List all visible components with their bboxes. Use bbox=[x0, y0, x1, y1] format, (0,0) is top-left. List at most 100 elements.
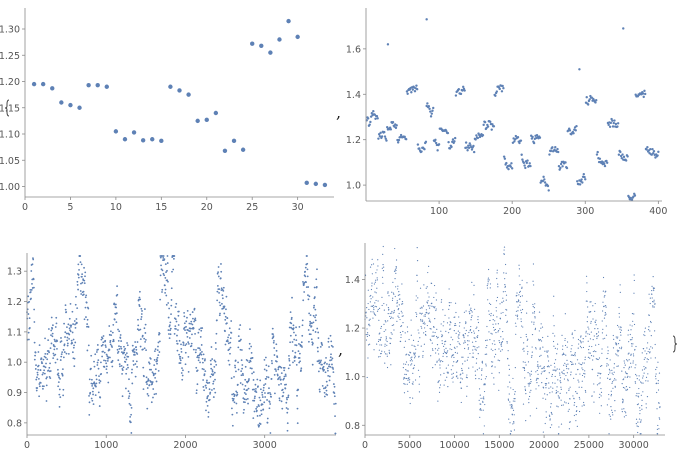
data-point bbox=[443, 349, 445, 351]
data-point bbox=[485, 365, 487, 367]
data-point bbox=[241, 367, 244, 370]
data-point bbox=[490, 128, 493, 131]
data-point bbox=[370, 288, 373, 291]
data-point bbox=[619, 150, 622, 154]
data-point bbox=[446, 371, 448, 373]
data-point bbox=[583, 372, 585, 375]
data-point bbox=[367, 302, 369, 305]
data-point bbox=[198, 347, 201, 350]
data-point bbox=[244, 378, 247, 381]
data-point bbox=[126, 364, 129, 366]
data-point bbox=[28, 300, 31, 303]
data-point bbox=[308, 340, 310, 343]
data-point bbox=[269, 403, 272, 405]
data-point bbox=[617, 336, 619, 338]
data-point bbox=[171, 270, 173, 273]
data-point bbox=[625, 359, 628, 361]
data-point bbox=[143, 337, 146, 340]
data-point bbox=[573, 401, 576, 404]
data-point bbox=[454, 351, 456, 354]
data-point bbox=[377, 340, 380, 343]
data-point bbox=[259, 43, 264, 48]
data-point bbox=[276, 356, 279, 358]
data-point bbox=[396, 320, 398, 322]
data-point bbox=[645, 403, 647, 405]
data-point bbox=[412, 397, 414, 399]
data-point bbox=[588, 352, 590, 354]
data-point bbox=[640, 419, 642, 421]
data-point bbox=[228, 334, 230, 336]
data-point bbox=[645, 376, 648, 378]
data-point bbox=[55, 322, 58, 325]
data-point bbox=[496, 296, 499, 299]
data-point bbox=[264, 383, 267, 385]
data-point bbox=[592, 318, 594, 320]
data-point bbox=[468, 367, 470, 369]
data-point bbox=[181, 378, 184, 381]
data-point bbox=[77, 274, 80, 276]
data-point bbox=[66, 339, 69, 342]
data-point bbox=[144, 323, 147, 326]
data-point bbox=[540, 327, 542, 329]
data-point bbox=[96, 364, 99, 366]
data-point bbox=[445, 367, 447, 369]
data-point bbox=[535, 388, 537, 390]
data-point bbox=[587, 306, 589, 308]
data-point bbox=[466, 374, 468, 376]
data-point bbox=[582, 346, 585, 349]
data-point bbox=[123, 345, 125, 348]
data-point bbox=[415, 311, 417, 314]
data-point bbox=[401, 312, 403, 314]
data-point bbox=[480, 409, 482, 411]
x-tick-label: 20000 bbox=[529, 440, 559, 451]
data-point bbox=[101, 355, 104, 358]
data-point bbox=[532, 263, 535, 265]
data-point bbox=[260, 409, 263, 412]
data-point bbox=[392, 281, 394, 283]
data-point bbox=[256, 406, 258, 408]
data-point bbox=[105, 368, 108, 370]
data-point bbox=[33, 358, 36, 361]
data-point bbox=[333, 392, 336, 394]
data-point bbox=[509, 401, 511, 403]
data-point bbox=[224, 315, 227, 318]
data-point bbox=[578, 396, 580, 399]
data-point bbox=[494, 320, 496, 322]
data-point bbox=[295, 339, 298, 341]
data-point bbox=[504, 263, 507, 266]
data-point bbox=[557, 379, 559, 381]
data-point bbox=[282, 395, 284, 397]
data-point bbox=[420, 313, 423, 315]
comma-separator-bottom: , bbox=[338, 340, 343, 359]
data-point bbox=[321, 363, 323, 366]
data-point bbox=[375, 279, 377, 281]
data-point bbox=[315, 286, 318, 288]
data-point bbox=[572, 363, 574, 365]
data-point bbox=[466, 359, 468, 361]
data-point bbox=[522, 367, 524, 369]
data-point bbox=[195, 366, 198, 369]
data-point bbox=[580, 347, 582, 349]
data-point bbox=[249, 367, 252, 370]
data-point bbox=[202, 386, 205, 388]
data-point bbox=[146, 407, 149, 410]
data-point bbox=[260, 413, 263, 416]
data-point bbox=[521, 279, 523, 281]
data-point bbox=[582, 369, 584, 371]
data-point bbox=[412, 381, 414, 383]
data-point bbox=[106, 371, 108, 374]
data-point bbox=[266, 399, 268, 401]
data-point bbox=[394, 295, 396, 298]
data-point bbox=[488, 279, 490, 281]
data-point bbox=[134, 363, 137, 365]
data-point bbox=[423, 284, 425, 286]
data-point bbox=[455, 311, 457, 314]
data-point bbox=[562, 353, 564, 356]
data-point bbox=[121, 373, 123, 375]
data-point bbox=[423, 327, 426, 329]
data-point bbox=[164, 263, 167, 266]
data-point bbox=[472, 349, 474, 351]
data-point bbox=[191, 323, 194, 326]
data-point bbox=[533, 310, 536, 313]
data-point bbox=[377, 259, 379, 261]
